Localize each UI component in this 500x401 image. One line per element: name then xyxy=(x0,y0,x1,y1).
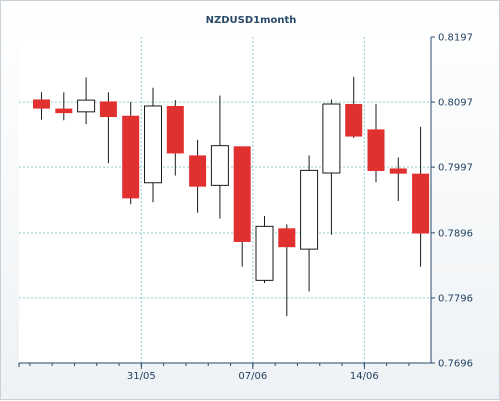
y-tick-label: 0.7896 xyxy=(438,228,473,239)
candle-down xyxy=(389,157,407,201)
candle-up xyxy=(255,215,274,283)
candle-down xyxy=(412,126,430,267)
candle-body xyxy=(255,225,274,281)
y-tick-label: 0.8197 xyxy=(438,33,473,44)
candle-up xyxy=(210,95,229,219)
plot-area xyxy=(19,37,431,363)
candle-down xyxy=(55,92,73,121)
candle-down xyxy=(278,224,296,317)
candle-up xyxy=(322,99,341,235)
candle-body xyxy=(144,105,162,184)
candle-body xyxy=(389,168,407,174)
candle-down xyxy=(367,104,385,183)
candle-up xyxy=(300,155,319,292)
y-tick-label: 0.7696 xyxy=(438,359,473,370)
x-tick-label: 14/06 xyxy=(350,371,379,382)
candle-body xyxy=(77,99,96,113)
candle-body xyxy=(345,104,363,137)
candle-down xyxy=(99,92,117,164)
chart-title: NZDUSD1month xyxy=(206,15,297,26)
candle-down xyxy=(122,102,140,205)
y-tick-label: 0.8097 xyxy=(438,98,473,109)
candle-down xyxy=(33,92,50,120)
candle-body xyxy=(99,101,117,118)
y-tick-label: 0.7997 xyxy=(438,163,473,174)
candle-up xyxy=(144,87,162,203)
candle-body xyxy=(33,99,50,109)
candle-body xyxy=(210,145,229,186)
candle-body xyxy=(367,129,385,172)
candle-up xyxy=(77,77,96,125)
candle-body xyxy=(55,108,73,114)
candles xyxy=(33,76,430,317)
candle-body xyxy=(189,155,207,187)
x-tick-label: 07/06 xyxy=(238,371,267,382)
candle-body xyxy=(278,228,296,248)
x-tick-label: 31/05 xyxy=(127,371,156,382)
candle-down xyxy=(166,100,184,176)
candle-down xyxy=(233,146,251,267)
candle-down xyxy=(189,139,207,213)
candle-body xyxy=(122,115,140,199)
candle-body xyxy=(412,173,430,234)
candle-down xyxy=(345,76,363,138)
candle-body xyxy=(166,105,184,154)
candle-body xyxy=(233,146,251,242)
candle-body xyxy=(322,103,341,174)
axes: 0.8197 0.8097 0.7997 0.7896 0.7796 0.7696 31/0… xyxy=(18,33,473,382)
y-tick-label: 0.7796 xyxy=(438,293,473,304)
candle-body xyxy=(300,169,319,250)
